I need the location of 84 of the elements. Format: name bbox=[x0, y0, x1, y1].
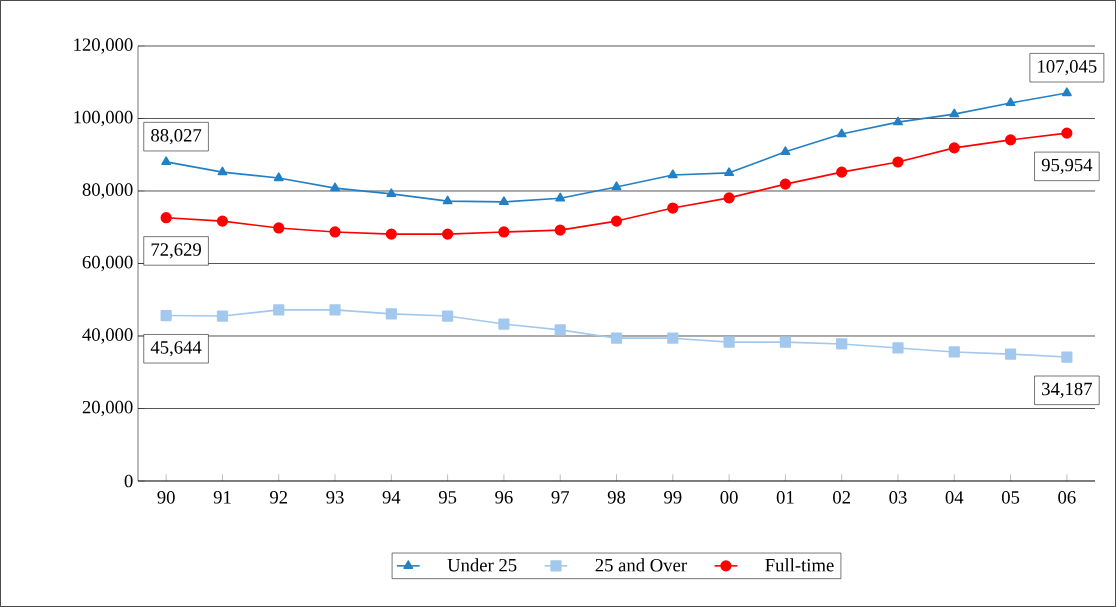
point bbox=[498, 196, 509, 206]
x-tick-label: 93 bbox=[326, 491, 344, 504]
legend-label: Under 25 bbox=[447, 558, 517, 572]
legend-label: Full-time bbox=[765, 558, 834, 572]
point bbox=[610, 332, 623, 344]
point bbox=[667, 332, 679, 344]
x-tick-label: 06 bbox=[1058, 491, 1076, 504]
annotation: 88,027 bbox=[151, 129, 202, 145]
y-tick-label: 0 bbox=[124, 474, 133, 488]
x-tick-label: 99 bbox=[664, 491, 682, 504]
point bbox=[948, 142, 960, 154]
point bbox=[893, 116, 903, 126]
point bbox=[724, 167, 735, 177]
point bbox=[386, 188, 397, 198]
point bbox=[216, 310, 229, 322]
point bbox=[160, 212, 172, 224]
x-tick-label: 94 bbox=[382, 491, 401, 504]
x-tick-label: 02 bbox=[833, 491, 850, 504]
annotation: 34,187 bbox=[1042, 382, 1092, 398]
point bbox=[273, 222, 285, 234]
legend-label: 25 and Over bbox=[595, 558, 687, 572]
annotation: 72,629 bbox=[151, 243, 201, 259]
x-tick-label: 91 bbox=[213, 491, 231, 504]
x-tick-label: 05 bbox=[1001, 491, 1020, 504]
y-tick-label: 80,000 bbox=[82, 183, 133, 199]
point bbox=[1004, 348, 1017, 360]
point bbox=[385, 308, 397, 320]
point bbox=[498, 318, 510, 330]
x-tick-label: 04 bbox=[945, 491, 964, 504]
x-tick-label: 90 bbox=[157, 491, 175, 504]
point bbox=[217, 166, 228, 176]
x-tick-label: 98 bbox=[607, 491, 626, 504]
annotation: 95,954 bbox=[1041, 158, 1093, 174]
point bbox=[1004, 134, 1017, 146]
y-tick-label: 60,000 bbox=[82, 255, 133, 272]
point bbox=[442, 195, 453, 205]
point bbox=[836, 338, 848, 350]
annotation: 107,045 bbox=[1038, 60, 1097, 76]
annotation: 45,644 bbox=[150, 341, 202, 357]
point bbox=[723, 336, 735, 348]
point bbox=[273, 172, 284, 182]
x-tick-label: 00 bbox=[720, 491, 738, 504]
x-tick-label: 95 bbox=[438, 491, 457, 504]
point bbox=[442, 310, 454, 322]
point bbox=[667, 169, 678, 179]
x-tick-label: 03 bbox=[889, 491, 907, 504]
point bbox=[273, 304, 285, 316]
y-tick-label: 20,000 bbox=[82, 400, 133, 417]
point bbox=[330, 182, 340, 192]
point bbox=[836, 166, 848, 178]
point bbox=[610, 215, 623, 227]
point bbox=[949, 108, 960, 118]
point bbox=[442, 228, 454, 240]
point bbox=[611, 181, 622, 191]
point bbox=[780, 146, 791, 156]
point bbox=[836, 128, 847, 138]
point bbox=[160, 309, 172, 322]
x-tick-label: 97 bbox=[551, 491, 570, 504]
point bbox=[385, 228, 397, 240]
y-tick-label: 120,000 bbox=[74, 38, 133, 54]
point bbox=[948, 346, 960, 358]
point bbox=[667, 202, 679, 214]
point bbox=[329, 304, 341, 316]
y-tick-label: 100,000 bbox=[74, 110, 133, 127]
point bbox=[779, 178, 791, 190]
point bbox=[779, 336, 791, 348]
x-tick-label: 96 bbox=[495, 491, 513, 504]
x-tick-label: 01 bbox=[776, 491, 794, 504]
point bbox=[892, 156, 904, 168]
point bbox=[498, 226, 510, 238]
point bbox=[1061, 351, 1073, 363]
point bbox=[554, 224, 566, 236]
point bbox=[554, 324, 566, 336]
point bbox=[329, 226, 341, 238]
point bbox=[1005, 97, 1016, 107]
point bbox=[1061, 87, 1072, 97]
y-tick-label: 40,000 bbox=[82, 328, 133, 344]
point bbox=[1061, 127, 1073, 139]
point bbox=[555, 192, 566, 202]
point bbox=[892, 342, 904, 354]
point bbox=[723, 192, 735, 204]
point bbox=[161, 156, 172, 166]
point bbox=[216, 215, 229, 227]
x-tick-label: 92 bbox=[270, 491, 288, 504]
